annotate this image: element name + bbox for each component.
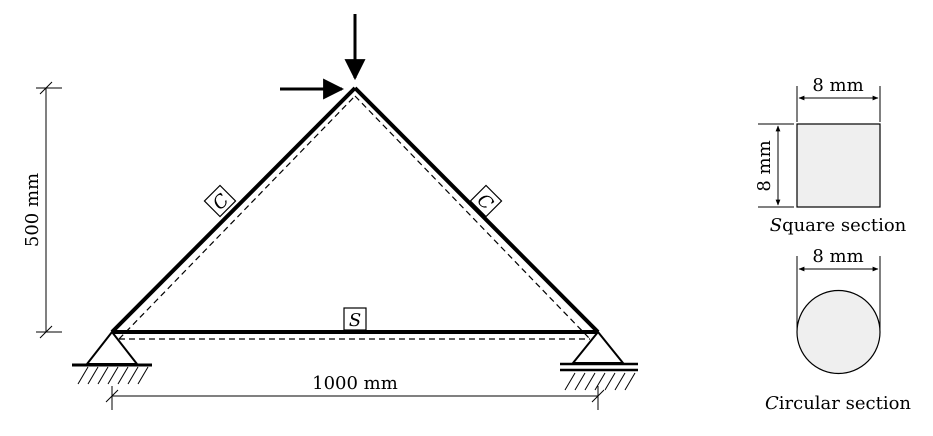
svg-text:S: S (349, 310, 361, 331)
height-dimension-label: 500 mm (22, 173, 43, 247)
span-dimension (105, 386, 605, 410)
tag-right-rafter: C (469, 184, 503, 218)
circular-section: 8 mm Circular section (765, 246, 911, 414)
tag-bottom-chord: S (343, 307, 367, 331)
square-height-label: 8 mm (754, 140, 775, 191)
square-section-caption: Square section (770, 215, 907, 236)
span-dimension-label: 1000 mm (312, 373, 398, 394)
deformed-shape (118, 95, 591, 340)
square-section: 8 mm 8 mm Square section (754, 75, 907, 236)
tag-left-rafter: C (203, 184, 237, 218)
pin-support-left (72, 330, 152, 385)
circular-section-shape (796, 289, 881, 375)
square-width-label: 8 mm (812, 75, 863, 96)
circular-section-caption: Circular section (765, 393, 911, 414)
right-rafter (353, 86, 600, 334)
truss (110, 86, 600, 334)
square-section-shape (796, 123, 881, 208)
left-rafter (110, 86, 357, 334)
circle-diameter-label: 8 mm (812, 246, 863, 267)
height-dimension (36, 81, 62, 339)
roller-support-right (560, 330, 638, 391)
